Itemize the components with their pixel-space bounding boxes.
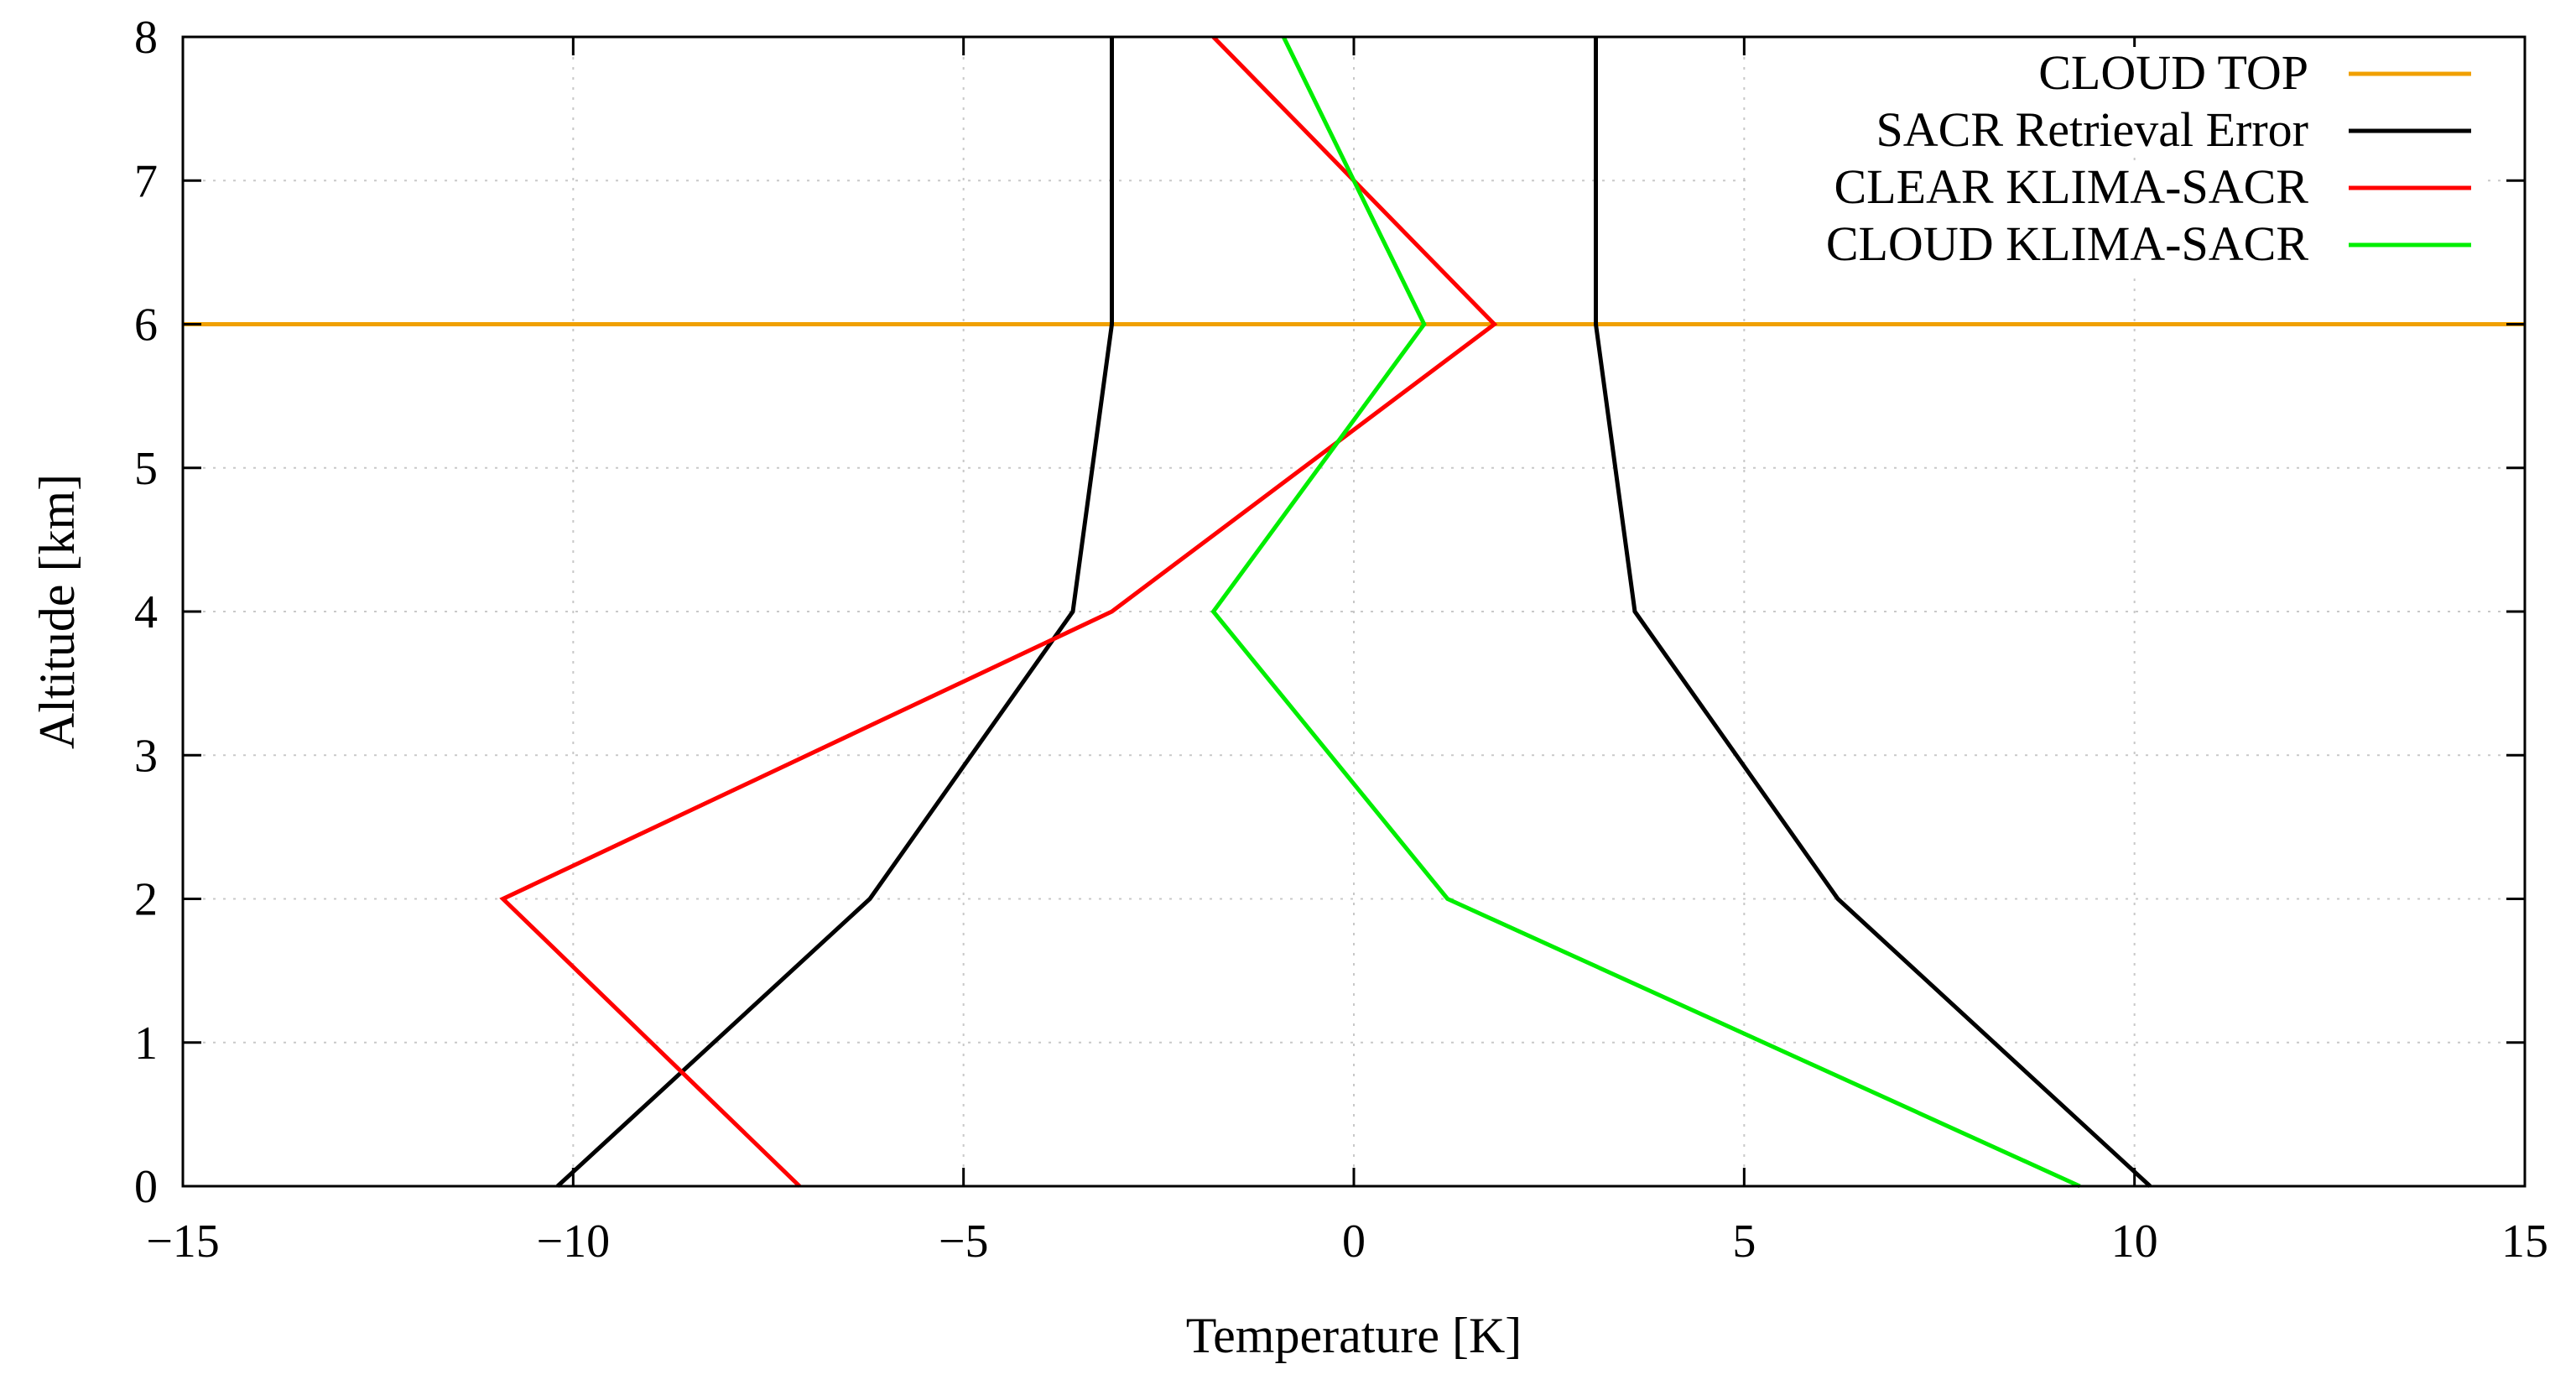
x-tick-label: −15 (146, 1216, 220, 1268)
y-tick-label: 1 (134, 1018, 158, 1070)
grid (183, 37, 2525, 1186)
series-sacr-retrieval-error-negative (556, 37, 1114, 1188)
x-axis-title: Temperature [K] (1186, 1308, 1522, 1363)
series-cloud-klima-sacr (1210, 35, 2081, 1189)
y-tick-label: 4 (134, 586, 158, 638)
series-clear-klima-sacr (499, 35, 1498, 1188)
x-tick-label: 15 (2501, 1216, 2548, 1268)
x-tick-label: 0 (1342, 1216, 1366, 1268)
legend-label-clear-klima-sacr: CLEAR KLIMA-SACR (1834, 159, 2308, 214)
y-tick-label: 7 (134, 155, 158, 207)
series-sacr-retrieval-error-positive (1594, 37, 2152, 1188)
legend-label-cloud-top: CLOUD TOP (2038, 45, 2308, 100)
axis-ticks: −15 −10 −5 0 5 10 15 0 1 2 3 4 5 6 7 8 (134, 12, 2548, 1268)
y-tick-label: 3 (134, 730, 158, 782)
y-tick-label: 8 (134, 12, 158, 64)
y-tick-label: 2 (134, 874, 158, 926)
y-tick-label: 5 (134, 443, 158, 495)
legend-label-cloud-klima-sacr: CLOUD KLIMA-SACR (1826, 216, 2309, 271)
x-tick-label: 10 (2111, 1216, 2158, 1268)
x-tick-label: −5 (939, 1216, 989, 1268)
y-tick-label: 6 (134, 299, 158, 351)
series-layer (183, 35, 2525, 1189)
legend-label-sacr-retrieval-error: SACR Retrieval Error (1876, 102, 2308, 157)
y-tick-label: 0 (134, 1161, 158, 1213)
x-tick-label: 5 (1732, 1216, 1756, 1268)
x-tick-label: −10 (537, 1216, 611, 1268)
y-axis-title: Altitude [km] (29, 474, 85, 749)
